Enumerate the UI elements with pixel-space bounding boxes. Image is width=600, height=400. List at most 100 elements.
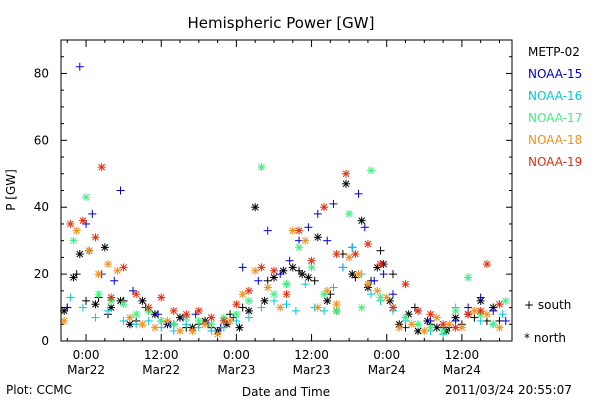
data-point-series-1 — [360, 223, 369, 232]
data-point-series-3 — [501, 296, 510, 305]
x-tick-label-date: Mar24 — [368, 363, 406, 377]
data-point-series-5 — [182, 310, 191, 319]
x-tick-label-time: 12:00 — [144, 348, 179, 362]
data-point-series-3 — [69, 236, 78, 245]
data-point-series-5 — [307, 256, 316, 265]
data-point-series-1 — [501, 316, 510, 325]
data-point-series-0 — [310, 276, 319, 285]
data-point-series-2 — [291, 306, 300, 315]
data-point-series-0 — [313, 233, 322, 242]
data-point-series-5 — [295, 226, 304, 235]
data-point-series-0 — [75, 250, 84, 259]
data-point-series-1 — [276, 270, 285, 279]
legend-item-noaa-15: NOAA-15 — [528, 67, 583, 81]
x-tick-label-time: 0:00 — [73, 348, 100, 362]
data-point-series-0 — [342, 179, 351, 188]
data-point-series-5 — [464, 310, 473, 319]
data-point-series-4 — [138, 320, 147, 329]
data-point-series-3 — [132, 310, 141, 319]
y-tick-label: 40 — [34, 200, 49, 214]
data-point-series-2 — [367, 290, 376, 299]
data-point-series-3 — [269, 290, 278, 299]
data-point-series-1 — [370, 276, 379, 285]
data-point-series-4 — [373, 286, 382, 295]
data-point-series-0 — [295, 266, 304, 275]
data-point-series-4 — [323, 286, 332, 295]
data-point-series-1 — [254, 276, 263, 285]
data-point-series-2 — [301, 280, 310, 289]
data-point-series-1 — [285, 256, 294, 265]
data-point-series-2 — [144, 316, 153, 325]
data-point-series-0 — [376, 246, 385, 255]
data-point-series-0 — [260, 296, 269, 305]
data-point-series-3 — [345, 209, 354, 218]
data-point-series-1 — [313, 209, 322, 218]
data-point-series-3 — [257, 163, 266, 172]
data-point-series-0 — [72, 270, 81, 279]
data-point-series-5 — [232, 300, 241, 309]
y-tick-label: 20 — [34, 267, 49, 281]
data-point-series-5 — [194, 306, 203, 315]
data-point-series-5 — [119, 263, 128, 272]
data-point-series-4 — [332, 300, 341, 309]
data-point-series-4 — [345, 253, 354, 262]
data-point-series-4 — [382, 293, 391, 302]
y-tick-label: 80 — [34, 66, 49, 80]
data-point-series-3 — [451, 306, 460, 315]
data-point-series-0 — [288, 263, 297, 272]
x-tick-label-date: Mar23 — [293, 363, 331, 377]
data-point-series-0 — [251, 203, 260, 212]
data-point-series-5 — [482, 260, 491, 269]
data-point-series-0 — [470, 313, 479, 322]
data-point-series-4 — [495, 323, 504, 332]
data-point-series-4 — [276, 303, 285, 312]
data-point-series-0 — [357, 216, 366, 225]
data-point-series-2 — [194, 323, 203, 332]
data-point-series-3 — [401, 313, 410, 322]
data-point-series-2 — [207, 326, 216, 335]
data-point-series-1 — [489, 306, 498, 315]
data-point-series-5 — [219, 316, 228, 325]
data-point-series-5 — [78, 216, 87, 225]
data-point-series-5 — [91, 233, 100, 242]
data-point-series-4 — [395, 323, 404, 332]
data-point-series-5 — [66, 219, 75, 228]
data-point-series-4 — [188, 326, 197, 335]
data-point-series-5 — [439, 320, 448, 329]
data-point-series-4 — [201, 320, 210, 329]
data-point-series-3 — [332, 306, 341, 315]
data-point-series-5 — [426, 310, 435, 319]
data-point-series-5 — [207, 313, 216, 322]
data-point-series-4 — [407, 320, 416, 329]
data-point-series-4 — [94, 270, 103, 279]
data-point-series-0 — [82, 296, 91, 305]
data-point-series-0 — [91, 300, 100, 309]
data-point-series-1 — [476, 293, 485, 302]
data-point-series-5 — [244, 286, 253, 295]
x-tick-label-time: 0:00 — [223, 348, 250, 362]
data-point-series-2 — [476, 316, 485, 325]
data-point-series-2 — [66, 293, 75, 302]
data-point-series-4 — [313, 303, 322, 312]
data-point-series-4 — [301, 236, 310, 245]
data-point-series-5 — [476, 306, 485, 315]
data-point-series-4 — [163, 316, 172, 325]
data-point-series-4 — [263, 283, 272, 292]
data-point-series-0 — [263, 276, 272, 285]
chart-title: Hemispheric Power [GW] — [188, 14, 375, 32]
data-point-series-0 — [323, 296, 332, 305]
data-point-series-5 — [257, 263, 266, 272]
data-point-series-1 — [238, 263, 247, 272]
asterisk-marker-icon: * — [524, 331, 530, 345]
legend-item-metp-02: METP-02 — [528, 45, 580, 59]
data-point-series-1 — [451, 316, 460, 325]
data-point-series-3 — [295, 243, 304, 252]
data-point-series-3 — [357, 303, 366, 312]
data-point-series-5 — [363, 240, 372, 249]
data-point-series-0 — [238, 303, 247, 312]
x-tick-label-time: 12:00 — [445, 348, 480, 362]
data-point-series-3 — [307, 263, 316, 272]
marker-key-north: * north — [524, 331, 566, 345]
data-point-series-3 — [194, 316, 203, 325]
